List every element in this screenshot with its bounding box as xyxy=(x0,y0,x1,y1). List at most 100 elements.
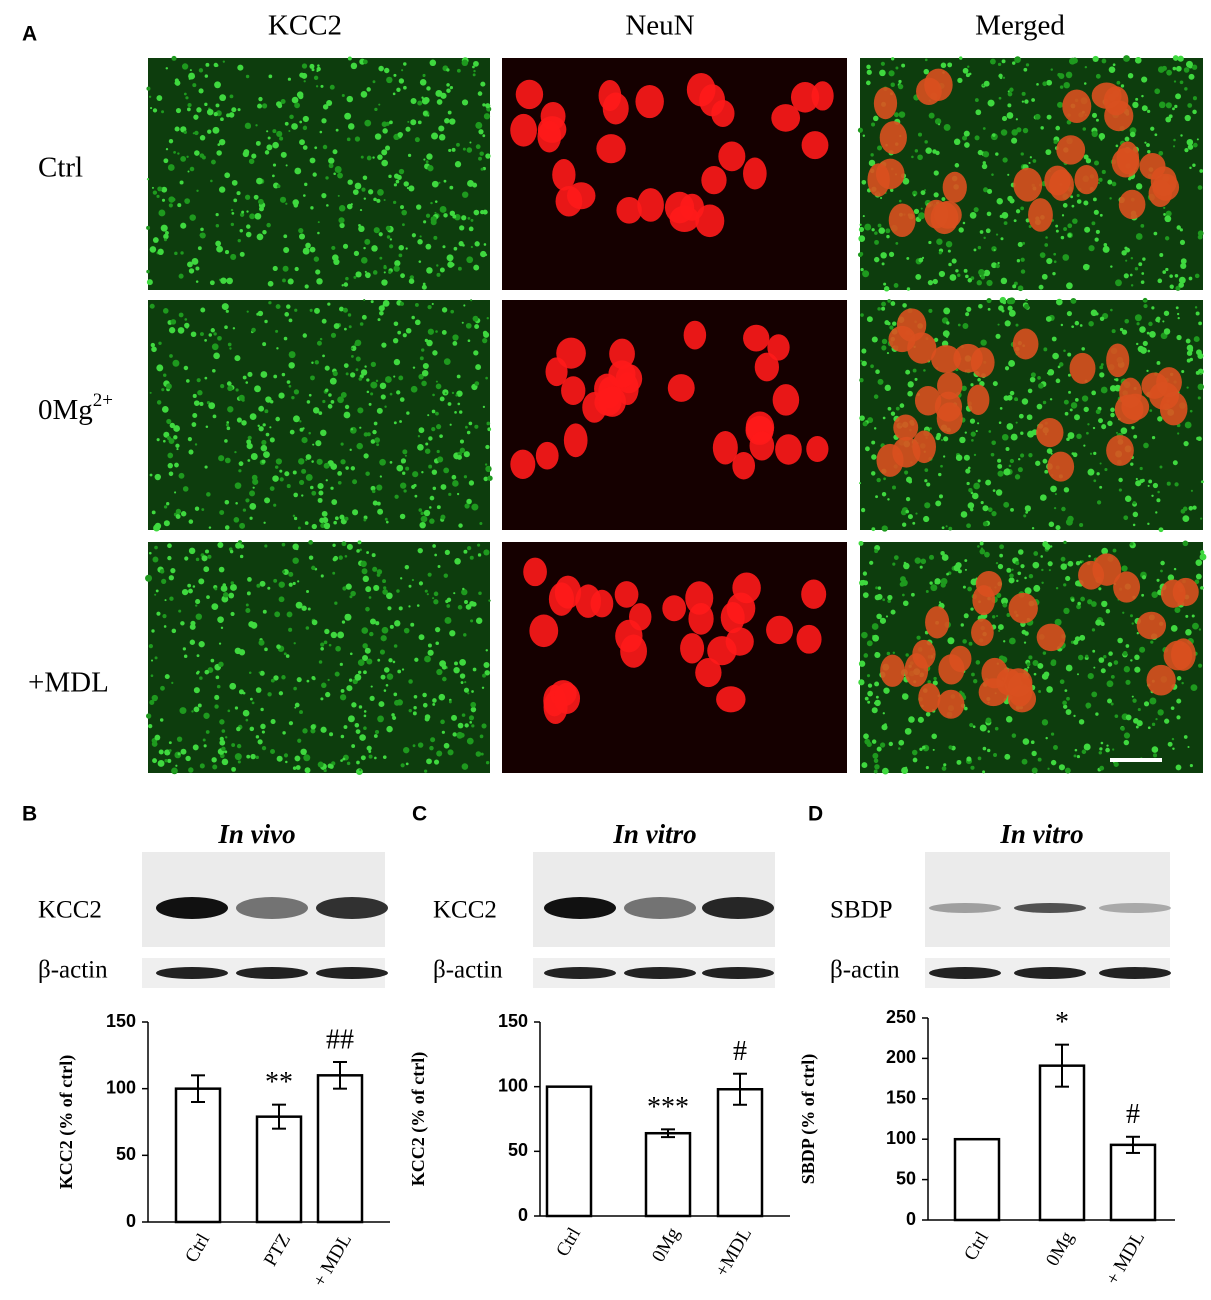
speck xyxy=(1063,487,1070,493)
speck xyxy=(1168,114,1173,119)
speck xyxy=(982,746,987,751)
speck xyxy=(1006,613,1011,617)
speck xyxy=(1157,320,1160,323)
speck xyxy=(1096,500,1102,505)
cell xyxy=(523,557,547,587)
speck xyxy=(881,345,887,351)
speck xyxy=(928,308,933,313)
speck xyxy=(862,421,868,427)
speck xyxy=(1148,321,1153,327)
speck xyxy=(475,364,482,371)
speck xyxy=(1164,718,1170,724)
speck xyxy=(302,125,308,131)
speck xyxy=(1149,409,1153,412)
speck xyxy=(399,397,405,402)
speck xyxy=(967,502,975,509)
speck xyxy=(1132,523,1136,527)
speck xyxy=(1085,702,1092,709)
speck xyxy=(154,656,158,660)
speck xyxy=(1191,64,1198,70)
speck xyxy=(1185,338,1191,344)
speck xyxy=(876,746,882,752)
speck xyxy=(345,583,352,590)
speck xyxy=(967,586,973,592)
speck xyxy=(366,87,371,92)
cell xyxy=(1047,451,1075,482)
speck xyxy=(358,705,363,709)
speck xyxy=(359,208,363,212)
speck xyxy=(905,369,911,375)
speck xyxy=(1146,331,1150,335)
speck xyxy=(183,654,188,659)
speck xyxy=(898,199,902,203)
speck xyxy=(431,302,434,306)
speck xyxy=(360,560,367,568)
speck xyxy=(167,164,175,171)
speck xyxy=(871,707,878,714)
speck xyxy=(256,177,263,185)
speck xyxy=(413,694,418,699)
speck xyxy=(1081,560,1084,563)
speck xyxy=(345,276,349,281)
band xyxy=(929,903,1001,913)
speck xyxy=(999,76,1003,80)
speck xyxy=(230,584,237,591)
speck xyxy=(186,155,189,158)
speck xyxy=(188,449,194,455)
speck xyxy=(430,737,436,743)
speck xyxy=(905,653,909,657)
speck xyxy=(486,317,489,320)
speck xyxy=(338,555,343,560)
speck xyxy=(318,411,323,415)
speck xyxy=(167,758,172,763)
speck xyxy=(184,198,191,204)
speck xyxy=(368,754,373,759)
speck xyxy=(214,81,221,89)
speck xyxy=(487,427,492,432)
speck xyxy=(1186,358,1191,363)
speck xyxy=(267,136,271,140)
speck xyxy=(871,739,877,744)
speck xyxy=(351,354,354,358)
speck xyxy=(467,692,470,695)
speck xyxy=(272,163,277,167)
speck xyxy=(188,547,196,555)
speck xyxy=(874,549,879,554)
speck xyxy=(421,97,429,105)
speck xyxy=(332,571,336,575)
speck xyxy=(1105,609,1111,614)
speck xyxy=(860,359,863,363)
cell xyxy=(873,87,898,120)
speck xyxy=(317,497,323,503)
speck xyxy=(1139,479,1144,484)
speck xyxy=(485,103,491,109)
speck xyxy=(1057,365,1061,369)
speck xyxy=(464,681,467,684)
speck xyxy=(1099,365,1104,370)
speck xyxy=(1182,540,1189,547)
speck xyxy=(363,432,369,437)
speck xyxy=(303,754,311,762)
speck xyxy=(1051,336,1057,342)
speck xyxy=(973,679,978,684)
speck xyxy=(882,416,886,420)
speck xyxy=(477,91,483,96)
cell xyxy=(743,157,767,190)
speck xyxy=(350,62,358,70)
speck xyxy=(1020,152,1024,156)
speck xyxy=(1135,183,1143,190)
speck xyxy=(198,88,204,94)
speck xyxy=(393,265,400,272)
speck xyxy=(997,624,1004,631)
speck xyxy=(427,328,434,335)
speck xyxy=(236,743,242,749)
speck xyxy=(987,99,995,107)
speck xyxy=(230,253,237,260)
speck xyxy=(1146,369,1149,373)
speck xyxy=(351,702,357,708)
speck xyxy=(391,713,395,717)
speck xyxy=(1024,587,1032,595)
speck xyxy=(1132,501,1137,505)
speck xyxy=(366,378,370,382)
speck xyxy=(164,749,171,756)
